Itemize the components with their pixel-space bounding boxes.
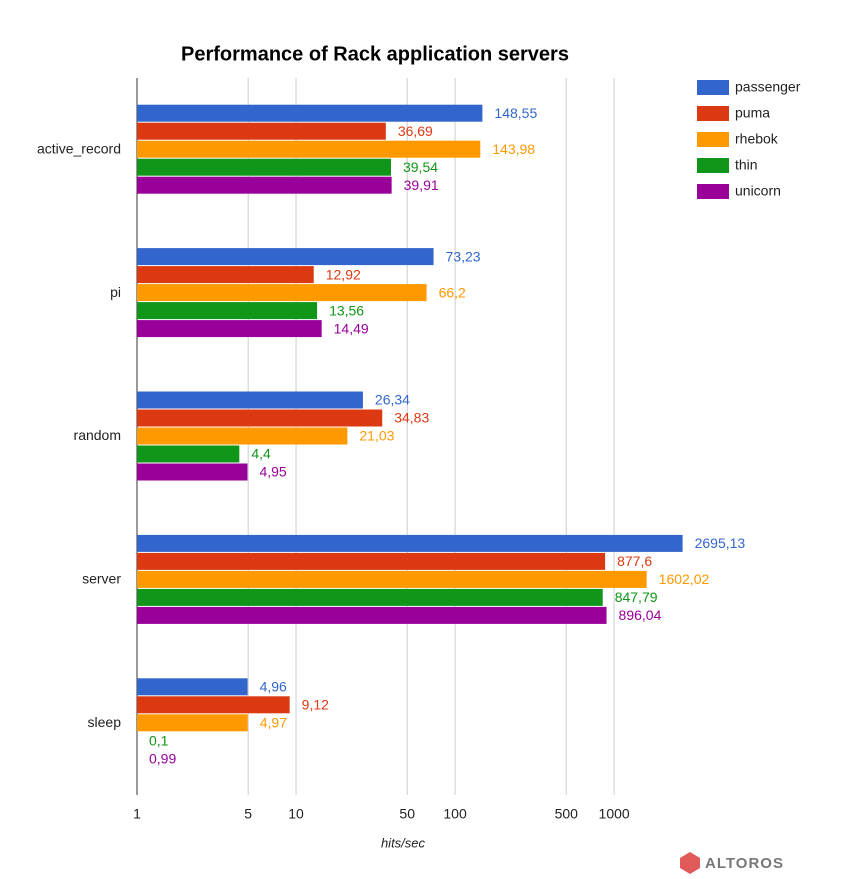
value-label: 14,49	[334, 320, 369, 336]
bar	[137, 104, 483, 122]
value-label: 66,2	[439, 284, 466, 300]
bar	[137, 266, 314, 284]
value-label: 21,03	[359, 428, 394, 444]
x-tick-label: 1	[133, 806, 141, 822]
bar	[137, 248, 434, 266]
y-tick-label: active_record	[37, 140, 121, 156]
legend-swatch	[697, 184, 729, 199]
value-label: 9,12	[302, 697, 329, 713]
y-tick-label: sleep	[88, 714, 122, 730]
bar	[137, 552, 606, 570]
value-label: 39,54	[403, 159, 438, 175]
chart-title: Performance of Rack application servers	[181, 43, 569, 65]
value-label: 143,98	[492, 141, 535, 157]
x-tick-label: 50	[399, 806, 415, 822]
value-label: 0,99	[149, 751, 176, 767]
value-label: 148,55	[494, 105, 537, 121]
value-label: 39,91	[404, 177, 439, 193]
value-label: 0,1	[149, 733, 169, 749]
bar	[137, 570, 647, 588]
bar	[137, 427, 348, 445]
bar	[137, 140, 481, 158]
value-label: 12,92	[326, 266, 361, 282]
bar	[137, 445, 240, 463]
bar	[137, 122, 386, 140]
value-label: 4,96	[260, 679, 287, 695]
bar	[137, 534, 683, 552]
y-tick-label: server	[82, 571, 121, 587]
bar	[137, 588, 603, 606]
value-label: 4,97	[260, 715, 287, 731]
value-label: 896,04	[619, 607, 662, 623]
legend-label: passenger	[735, 79, 801, 95]
bar	[137, 320, 322, 338]
bar	[137, 606, 607, 624]
y-tick-label: random	[74, 427, 121, 443]
legend-swatch	[697, 80, 729, 95]
bar	[137, 714, 248, 732]
x-axis-title: hits/sec	[381, 835, 426, 850]
bar	[137, 409, 383, 427]
x-tick-label: 5	[244, 806, 252, 822]
value-label: 4,4	[251, 446, 271, 462]
legend-label: thin	[735, 157, 758, 173]
value-label: 13,56	[329, 302, 364, 318]
x-tick-label: 10	[288, 806, 304, 822]
legend-swatch	[697, 158, 729, 173]
bar	[137, 391, 363, 409]
legend-swatch	[697, 106, 729, 121]
value-label: 877,6	[617, 553, 652, 569]
bar	[137, 302, 318, 320]
value-label: 36,69	[398, 123, 433, 139]
value-label: 2695,13	[695, 535, 746, 551]
legend-swatch	[697, 132, 729, 147]
bar	[137, 678, 248, 696]
legend-label: puma	[735, 105, 770, 121]
bar	[137, 463, 248, 481]
bar	[137, 158, 391, 176]
value-label: 1602,02	[659, 571, 710, 587]
value-label: 73,23	[446, 248, 481, 264]
logo-icon	[680, 852, 700, 874]
bar	[137, 696, 290, 714]
y-tick-label: pi	[110, 284, 121, 300]
logo-text: ALTOROS	[705, 855, 784, 872]
value-label: 4,95	[259, 464, 286, 480]
value-label: 847,79	[615, 589, 658, 605]
x-tick-label: 1000	[599, 806, 630, 822]
x-tick-label: 500	[555, 806, 579, 822]
legend-label: unicorn	[735, 183, 781, 199]
value-label: 26,34	[375, 392, 410, 408]
value-label: 34,83	[394, 410, 429, 426]
logo: ALTOROS	[680, 852, 784, 874]
bar	[137, 284, 427, 302]
legend-label: rhebok	[735, 131, 779, 147]
bar	[137, 176, 392, 194]
x-tick-label: 100	[443, 806, 467, 822]
